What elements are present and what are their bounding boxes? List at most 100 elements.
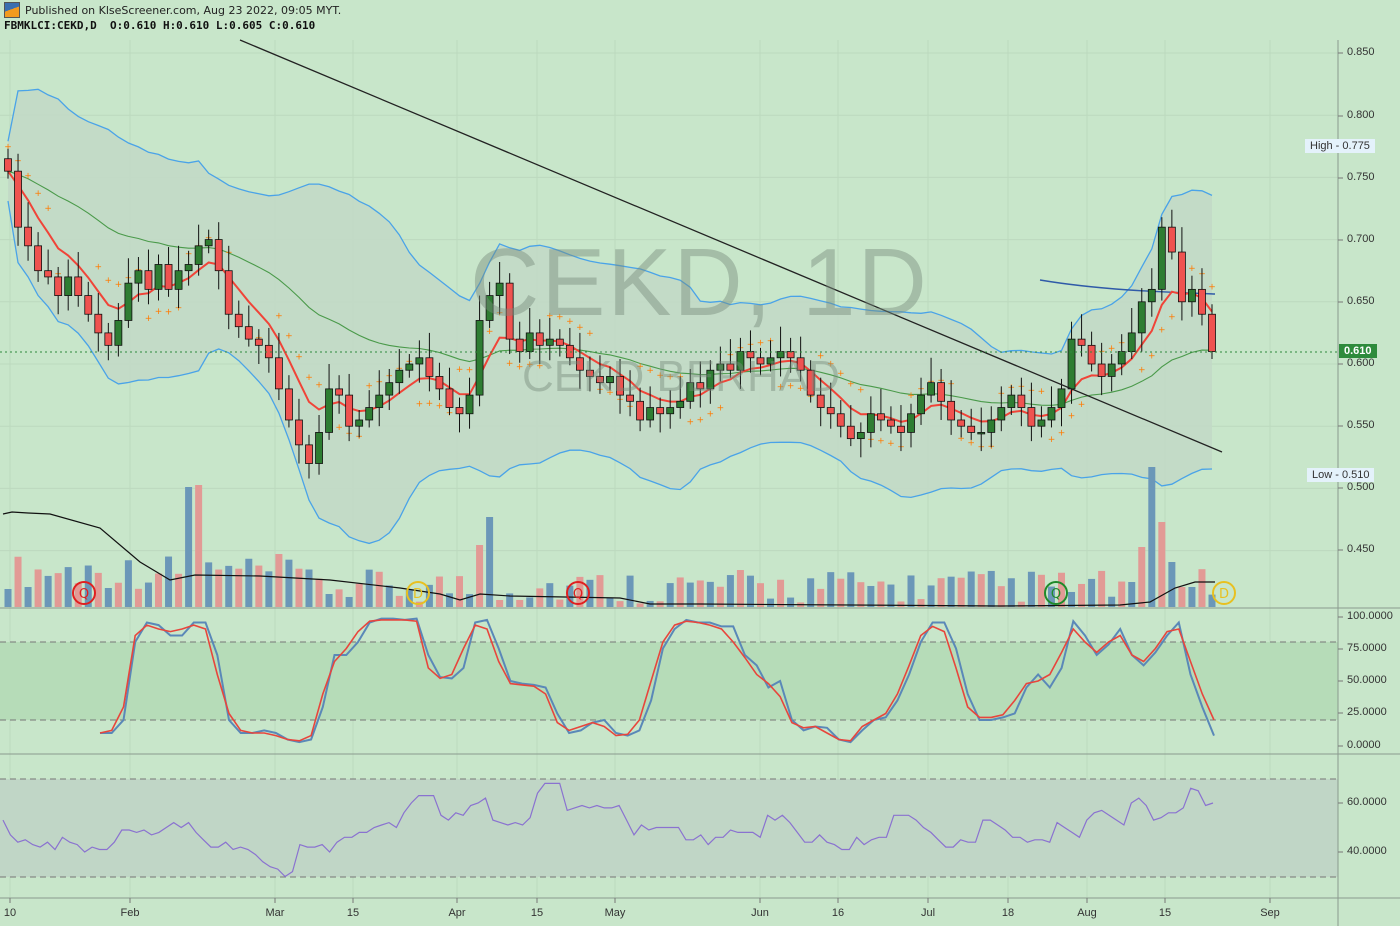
period-low-tag: Low - 0.510 [1307, 468, 1375, 482]
svg-text:+: + [656, 371, 664, 381]
volume-ma-line [2, 511, 1215, 607]
svg-text:+: + [436, 402, 444, 412]
svg-text:+: + [335, 423, 343, 433]
svg-text:+: + [666, 373, 674, 383]
time-tick: Sep [1260, 907, 1280, 919]
svg-text:+: + [787, 382, 795, 392]
svg-text:+: + [115, 280, 123, 290]
svg-text:+: + [456, 365, 464, 375]
svg-text:+: + [757, 339, 765, 349]
svg-text:+: + [827, 360, 835, 370]
svg-text:+: + [95, 263, 103, 273]
svg-text:+: + [957, 434, 965, 444]
svg-text:+: + [416, 400, 424, 410]
svg-text:+: + [556, 313, 564, 323]
period-high-tag: High - 0.775 [1305, 139, 1375, 153]
stoch-band [0, 642, 1338, 720]
time-tick: Jun [751, 907, 769, 919]
svg-text:+: + [315, 381, 323, 391]
price-tick: 0.850 [1347, 46, 1375, 58]
svg-text:+: + [365, 381, 373, 391]
svg-text:+: + [907, 391, 915, 401]
svg-text:Q: Q [79, 587, 89, 602]
time-tick: Apr [448, 907, 466, 919]
svg-text:+: + [506, 359, 514, 369]
bollinger-upper [7, 88, 1213, 355]
svg-text:+: + [1138, 365, 1146, 375]
candlesticks [4, 148, 1216, 479]
time-tick: Aug [1077, 907, 1097, 919]
svg-text:+: + [536, 362, 544, 372]
svg-text:Q: Q [573, 587, 583, 602]
svg-text:D: D [1219, 587, 1229, 602]
watermark-symbol: CEKD, 1D [470, 229, 929, 336]
watermark-company: CEKD BERHAD [522, 352, 840, 401]
svg-text:+: + [717, 403, 725, 413]
stoch-tick: 50.0000 [1347, 674, 1387, 686]
svg-text:+: + [797, 384, 805, 394]
svg-text:+: + [466, 365, 474, 375]
svg-text:+: + [566, 317, 574, 327]
svg-text:+: + [686, 418, 694, 428]
price-tick: 0.750 [1347, 171, 1375, 183]
svg-text:+: + [24, 171, 32, 181]
price-tick: 0.450 [1347, 543, 1375, 555]
svg-text:+: + [1078, 400, 1086, 410]
svg-text:+: + [646, 366, 654, 376]
svg-text:+: + [1108, 344, 1116, 354]
svg-text:+: + [847, 379, 855, 389]
svg-text:+: + [155, 307, 163, 317]
stoch-tick: 75.0000 [1347, 642, 1387, 654]
rsi-line [2, 782, 1214, 878]
bollinger-lower [7, 200, 1213, 545]
rsi-tick: 40.0000 [1347, 845, 1387, 857]
time-tick: May [604, 907, 626, 919]
svg-text:+: + [877, 436, 885, 446]
klsescreener-logo-icon [4, 2, 20, 18]
price-tick: 0.700 [1347, 233, 1375, 245]
svg-text:+: + [636, 362, 644, 372]
stoch-tick: 25.0000 [1347, 706, 1387, 718]
svg-text:+: + [275, 311, 283, 321]
time-tick: 15 [346, 907, 360, 919]
svg-text:+: + [34, 189, 42, 199]
svg-text:+: + [546, 311, 554, 321]
time-tick: 15 [530, 907, 544, 919]
svg-text:+: + [4, 142, 12, 152]
svg-text:+: + [285, 331, 293, 341]
price-tick: 0.500 [1347, 481, 1375, 493]
svg-text:+: + [837, 369, 845, 379]
svg-text:+: + [857, 385, 865, 395]
time-tick: Jul [920, 907, 936, 919]
price-tick: 0.550 [1347, 419, 1375, 431]
svg-text:+: + [516, 362, 524, 372]
time-tick: 15 [1158, 907, 1172, 919]
svg-text:+: + [1058, 429, 1066, 439]
time-tick: Mar [265, 907, 285, 919]
svg-text:+: + [145, 314, 153, 324]
axis-ticks [9, 52, 1343, 903]
svg-text:+: + [1208, 283, 1216, 293]
svg-text:+: + [295, 352, 303, 362]
svg-text:+: + [1158, 326, 1166, 336]
volume-bars [4, 467, 1216, 607]
stoch-tick: 0.0000 [1347, 739, 1381, 751]
svg-text:+: + [817, 351, 825, 361]
svg-text:+: + [606, 388, 614, 398]
svg-text:+: + [576, 323, 584, 333]
svg-text:+: + [1048, 435, 1056, 445]
stochastic-d-line [99, 619, 1215, 742]
price-tick: 0.600 [1347, 357, 1375, 369]
publish-header: Published on KlseScreener.com, Aug 23 20… [4, 2, 341, 18]
trendline[interactable] [239, 39, 1223, 453]
svg-text:+: + [165, 308, 173, 318]
last-price-tag: 0.610 [1339, 344, 1377, 358]
svg-text:+: + [887, 439, 895, 449]
svg-text:D: D [413, 587, 423, 602]
publish-text: Published on KlseScreener.com, Aug 23 20… [25, 3, 342, 17]
svg-text:Q: Q [1051, 587, 1061, 602]
svg-text:+: + [105, 276, 113, 286]
price-tick: 0.650 [1347, 295, 1375, 307]
